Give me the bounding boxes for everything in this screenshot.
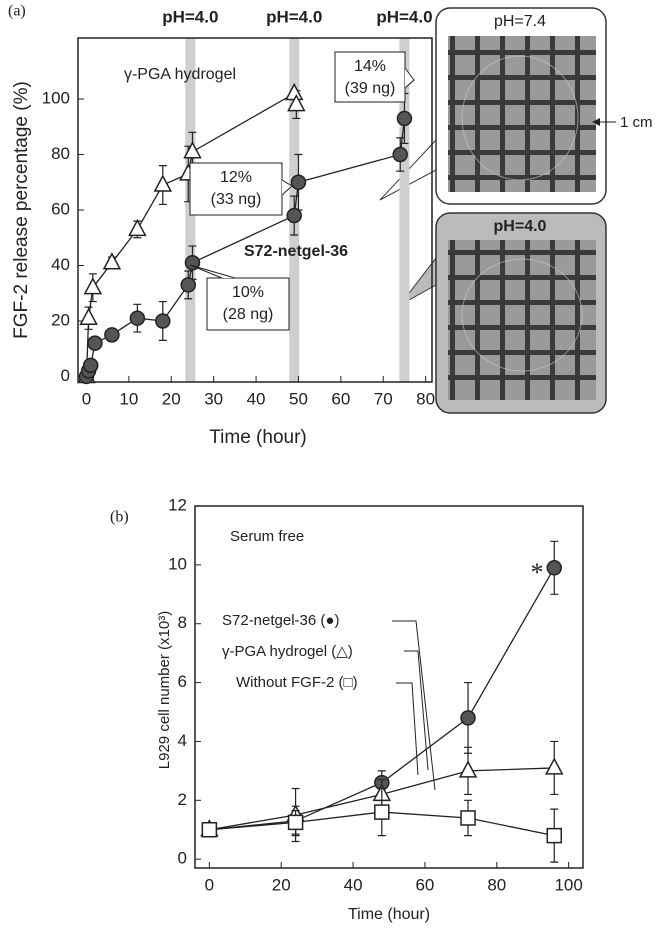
marker [79,307,98,325]
annotation: Serum free [230,528,304,545]
y-tick-label: 0 [61,366,70,385]
photo [448,240,596,400]
marker [290,174,307,191]
x-tick-label: 60 [331,389,350,408]
y-tick-label: 0 [178,849,187,868]
marker [104,327,120,343]
x-tick-label: 10 [119,389,138,408]
leader-line [404,650,429,771]
panel-label: (a) [8,3,26,20]
photo-label: pH=4.0 [494,218,547,235]
leader-line [396,682,419,776]
x-tick-label: 0 [205,875,214,894]
x-tick-label: 60 [415,875,434,894]
y-tick-label: 40 [51,255,70,274]
x-tick-label: 70 [374,389,393,408]
callout-text: 14% [354,58,386,75]
y-tick-label: 100 [42,89,70,108]
marker [102,252,122,270]
callout-tail [404,67,415,89]
x-tick-label: 0 [82,389,91,408]
marker [183,141,202,159]
x-tick-label: 40 [344,875,363,894]
marker [545,757,564,775]
photo [448,36,596,192]
marker [458,760,478,778]
x-axis-label: Time (hour) [348,906,430,923]
y-tick-label: 60 [51,199,70,218]
y-tick-label: 12 [168,495,187,514]
x-tick-label: 20 [162,389,181,408]
x-axis-label: Time (hour) [209,427,306,448]
marker [87,335,103,351]
significance-mark: * [531,558,544,587]
y-axis-label: L929 cell number (x10³) [156,611,173,769]
marker [546,827,563,844]
marker [460,710,476,726]
marker [546,560,563,576]
callout-text: 12% [220,169,252,186]
marker [286,207,302,224]
y-tick-label: 10 [168,554,187,573]
y-tick-label: 2 [178,790,187,809]
callout-text: (39 ng) [345,80,396,97]
marker [83,277,103,295]
panel-label: (b) [110,509,129,526]
x-tick-label: 40 [247,389,266,408]
legend-label: Without FGF-2 (□) [236,674,358,691]
series-label: S72-netgel-36 [244,243,348,260]
marker [287,814,304,831]
x-tick-label: 20 [272,875,291,894]
gel-outline [461,55,579,181]
series-label: γ-PGA hydrogel [124,66,236,83]
marker [374,804,390,820]
callout-text: (33 ng) [211,191,262,208]
band-label: pH=4.0 [162,7,218,26]
marker [392,146,408,163]
leader-line [392,620,436,791]
y-tick-label: 4 [178,731,187,750]
marker [82,357,99,374]
marker [128,218,147,237]
marker [201,821,218,838]
y-tick-label: 20 [51,310,70,329]
callout-box [334,51,406,103]
marker [287,93,306,112]
plot-frame [194,505,584,869]
x-tick-label: 50 [289,389,308,408]
callout-tail [189,264,236,279]
callout-text: (28 ng) [223,306,274,323]
marker [129,310,146,326]
x-tick-label: 80 [416,389,435,408]
ph-band [399,38,410,382]
callout-text: 10% [232,284,264,301]
marker [180,277,196,293]
gel-outline [461,258,583,372]
y-tick-label: 8 [178,613,187,632]
band-label: pH=4.0 [376,7,432,26]
scale-arrow-head [592,118,600,126]
band-label: pH=4.0 [266,7,322,26]
scale-label: 1 cm [620,114,653,131]
series-line [85,92,297,377]
y-axis-label: FGF-2 release percentage (%) [11,81,32,339]
callout-tail [281,179,293,196]
y-tick-label: 6 [178,672,187,691]
y-tick-label: 80 [51,144,70,163]
x-tick-label: 30 [204,389,223,408]
marker [155,313,171,329]
legend-label: γ-PGA hydrogel (△) [222,643,353,660]
callout-box [206,277,290,331]
marker [396,110,413,127]
photo-label: pH=7.4 [494,13,546,30]
marker [153,174,173,192]
x-tick-label: 100 [554,875,582,894]
x-tick-label: 80 [487,875,506,894]
marker [460,810,476,826]
legend-label: S72-netgel-36 (●) [222,612,339,629]
marker [284,82,304,101]
